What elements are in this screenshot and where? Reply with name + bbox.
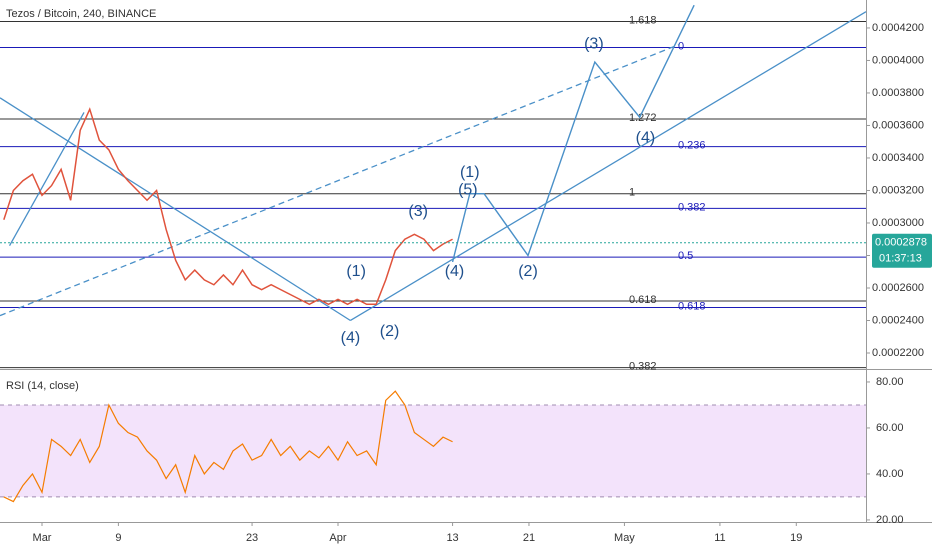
- y-tick-label: 0.0003400: [872, 152, 924, 164]
- rsi-tick-label: 60.00: [876, 422, 904, 434]
- rsi-tick-label: 40.00: [876, 468, 904, 480]
- rsi-title: RSI (14, close): [6, 380, 79, 392]
- wave-label: (4): [341, 330, 361, 347]
- last-price-label: 0.0002878: [875, 237, 927, 249]
- fib-label: 0.618: [678, 300, 706, 312]
- trendline: [0, 43, 681, 317]
- wave-label: (4): [445, 263, 465, 280]
- rsi-tick-label: 20.00: [876, 514, 904, 526]
- y-tick-label: 0.0002400: [872, 314, 924, 326]
- trendline: [0, 97, 351, 322]
- fib-label: 0.382: [629, 361, 657, 373]
- y-tick-label: 0.0002600: [872, 282, 924, 294]
- y-tick-label: 0.0003000: [872, 217, 924, 229]
- x-tick-label: 21: [523, 532, 535, 544]
- rsi-line: [3, 390, 453, 503]
- fib-label: 0.618: [629, 294, 657, 306]
- x-tick-label: 19: [790, 532, 802, 544]
- y-tick-label: 0.0003800: [872, 87, 924, 99]
- x-tick-label: May: [614, 532, 635, 544]
- fib-label: 1.272: [629, 112, 657, 124]
- fib-label: 1.618: [629, 14, 657, 26]
- rsi-tick-label: 80.00: [876, 376, 904, 388]
- fib-label: 0.236: [678, 140, 706, 152]
- fib-label: 0: [678, 40, 684, 52]
- wave-label: (4): [636, 130, 656, 147]
- wave-label: (5): [458, 182, 478, 199]
- x-tick-label: 9: [115, 532, 121, 544]
- y-tick-label: 0.0004200: [872, 22, 924, 34]
- y-tick-label: 0.0002200: [872, 347, 924, 359]
- wave-label: (1): [460, 164, 480, 181]
- x-tick-label: 11: [714, 532, 725, 544]
- projection: [451, 4, 695, 263]
- trendline: [8, 112, 85, 247]
- wave-label: (1): [346, 263, 366, 280]
- wave-label: (3): [584, 35, 604, 52]
- last-price-box: [872, 233, 932, 268]
- x-tick-label: 13: [446, 532, 458, 544]
- y-tick-label: 0.0003600: [872, 119, 924, 131]
- x-tick-label: Mar: [33, 532, 52, 544]
- fib-label: 0.382: [678, 201, 706, 213]
- wave-label: (2): [380, 323, 400, 340]
- x-tick-label: Apr: [329, 532, 346, 544]
- trendline: [350, 11, 867, 322]
- fib-label: 0.5: [678, 250, 693, 262]
- y-tick-label: 0.0004000: [872, 54, 924, 66]
- countdown-label: 01:37:13: [879, 253, 922, 265]
- wave-label: (2): [518, 263, 538, 280]
- chart-title: Tezos / Bitcoin, 240, BINANCE: [6, 8, 156, 20]
- fib-label: 1: [629, 187, 635, 199]
- rsi-band: [0, 404, 866, 497]
- price-line: [3, 107, 453, 306]
- wave-label: (3): [408, 203, 428, 220]
- y-tick-label: 0.0003200: [872, 184, 924, 196]
- x-tick-label: 23: [246, 532, 258, 544]
